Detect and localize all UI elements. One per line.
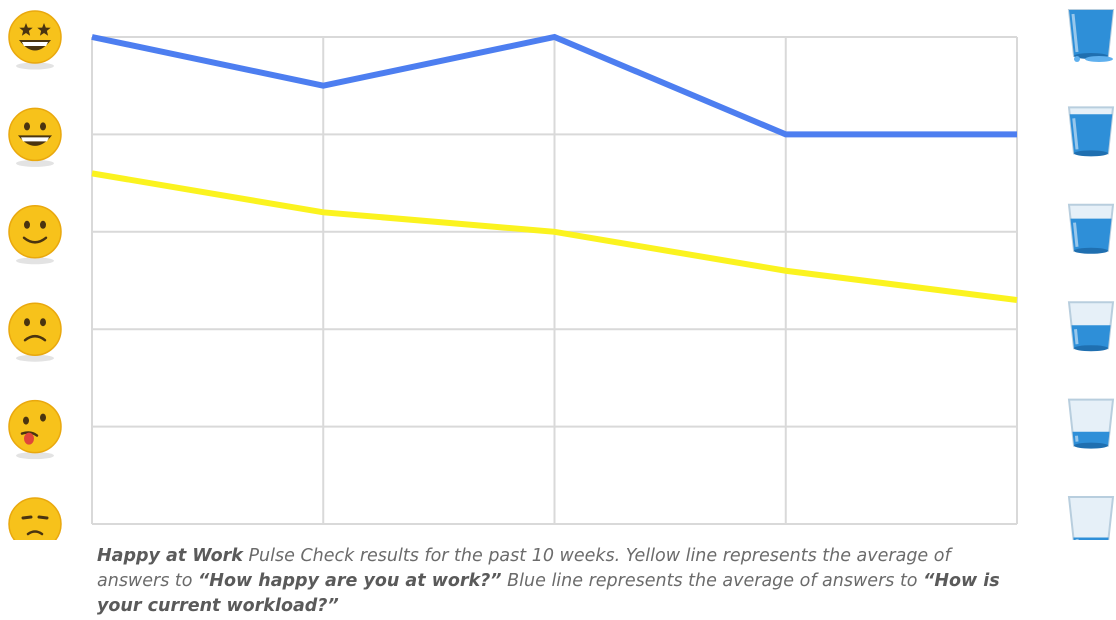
- series-line-happiness: [91, 170, 1018, 303]
- glass-icon: [1067, 398, 1115, 449]
- caption-question-workload: “How is your current workload?”: [97, 571, 1000, 616]
- caption-question-happy: “How happy are you at work?”: [198, 571, 502, 591]
- sad-emoji-icon: [8, 497, 62, 540]
- glass-icon: [1067, 203, 1115, 254]
- tongue-worried-emoji-icon: [8, 399, 62, 460]
- full-glass-icon: [1067, 106, 1115, 157]
- grin-emoji-icon: [8, 107, 62, 167]
- star-eyes-grin-emoji-icon: [8, 10, 62, 70]
- frown-emoji-icon: [8, 302, 62, 362]
- nearly-empty-glass-icon: [1067, 496, 1115, 540]
- glass-icon: [1067, 301, 1115, 352]
- overflowing-glass-icon: [1067, 9, 1115, 62]
- series-line-workload: [91, 33, 1017, 138]
- caption-text-1: Pulse Check results for the past 10 week…: [97, 546, 951, 591]
- chart: [8, 9, 1115, 540]
- chart-caption: Happy at Work Pulse Check results for th…: [97, 544, 1012, 619]
- caption-title: Happy at Work: [97, 546, 243, 566]
- caption-text-2: Blue line represents the average of answ…: [501, 571, 924, 591]
- smile-emoji-icon: [8, 205, 62, 265]
